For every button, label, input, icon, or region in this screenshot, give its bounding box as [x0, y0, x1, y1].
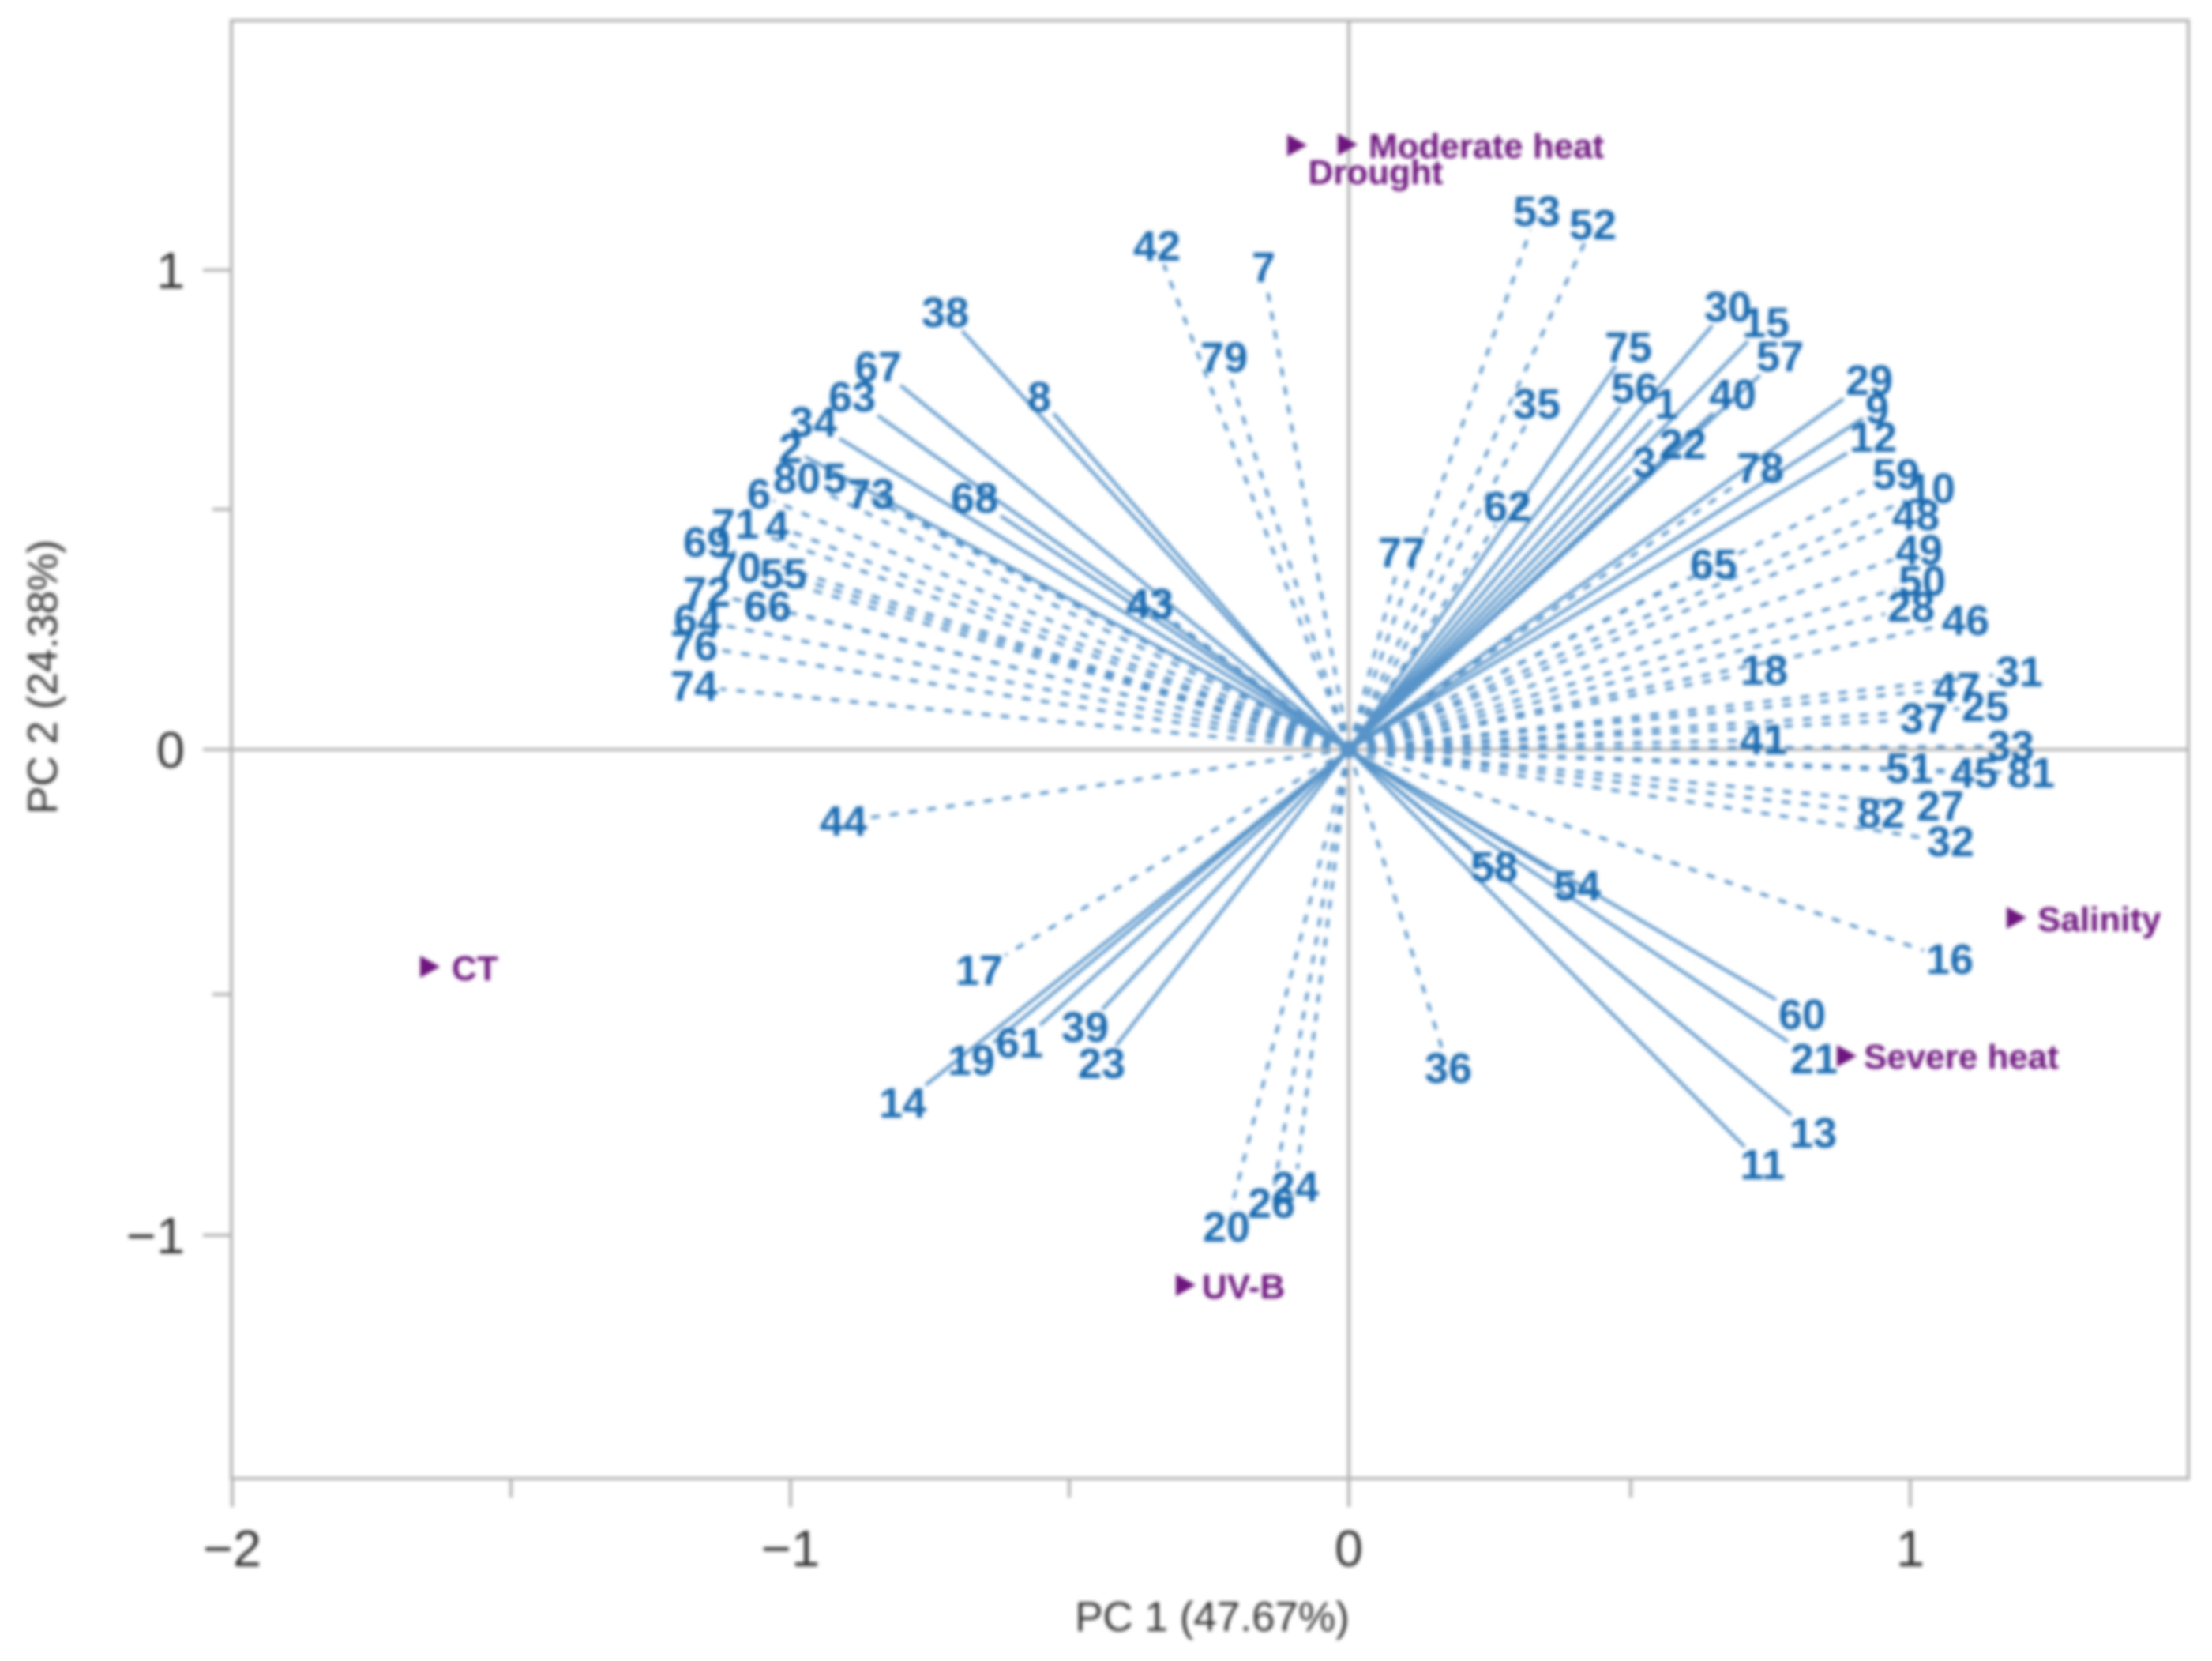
svg-text:69: 69 — [683, 519, 730, 566]
svg-text:27: 27 — [1917, 783, 1964, 830]
svg-text:55: 55 — [760, 551, 807, 598]
svg-text:63: 63 — [828, 374, 876, 421]
svg-text:9: 9 — [1865, 385, 1889, 433]
svg-text:81: 81 — [2007, 750, 2055, 797]
svg-text:82: 82 — [1857, 790, 1905, 837]
svg-text:0: 0 — [1335, 1520, 1363, 1577]
svg-text:22: 22 — [1659, 421, 1707, 468]
svg-text:72: 72 — [683, 569, 730, 616]
svg-text:49: 49 — [1895, 527, 1943, 574]
svg-text:54: 54 — [1553, 862, 1601, 910]
svg-text:UV-B: UV-B — [1202, 1268, 1285, 1306]
svg-text:14: 14 — [879, 1080, 926, 1127]
svg-text:51: 51 — [1886, 745, 1933, 792]
svg-text:5: 5 — [823, 455, 847, 502]
svg-text:39: 39 — [1061, 1004, 1109, 1051]
svg-text:PC 1 (47.67%): PC 1 (47.67%) — [1075, 1594, 1350, 1640]
svg-text:18: 18 — [1741, 647, 1788, 694]
svg-text:1: 1 — [156, 242, 185, 299]
svg-text:38: 38 — [922, 289, 969, 336]
svg-text:78: 78 — [1737, 445, 1784, 492]
svg-text:32: 32 — [1927, 818, 1974, 866]
svg-text:−1: −1 — [126, 1207, 185, 1265]
svg-text:24: 24 — [1271, 1163, 1319, 1211]
svg-text:52: 52 — [1569, 201, 1617, 249]
svg-text:53: 53 — [1513, 188, 1560, 235]
svg-text:58: 58 — [1470, 844, 1518, 891]
svg-text:62: 62 — [1484, 483, 1531, 531]
svg-text:13: 13 — [1790, 1110, 1837, 1157]
svg-text:Salinity: Salinity — [2037, 900, 2161, 939]
svg-text:10: 10 — [1908, 465, 1955, 513]
svg-text:40: 40 — [1709, 371, 1756, 419]
svg-text:80: 80 — [773, 455, 821, 502]
svg-text:48: 48 — [1892, 492, 1940, 539]
svg-text:61: 61 — [996, 1020, 1043, 1067]
svg-text:Drought: Drought — [1308, 153, 1443, 192]
svg-text:30: 30 — [1704, 284, 1752, 331]
svg-text:Severe heat: Severe heat — [1864, 1038, 2059, 1077]
svg-text:4: 4 — [765, 502, 789, 550]
svg-text:35: 35 — [1513, 381, 1560, 428]
svg-text:6: 6 — [747, 471, 771, 518]
svg-text:47: 47 — [1933, 664, 1981, 712]
svg-text:68: 68 — [951, 475, 998, 522]
svg-text:23: 23 — [1078, 1040, 1125, 1088]
svg-text:44: 44 — [820, 798, 867, 845]
svg-text:7: 7 — [1252, 244, 1275, 291]
svg-text:66: 66 — [744, 583, 791, 630]
svg-text:31: 31 — [1996, 648, 2043, 696]
svg-text:17: 17 — [956, 947, 1003, 994]
svg-text:34: 34 — [790, 399, 837, 446]
svg-text:57: 57 — [1756, 333, 1804, 381]
svg-text:28: 28 — [1887, 584, 1935, 631]
svg-text:1: 1 — [1654, 381, 1678, 428]
svg-text:15: 15 — [1742, 299, 1790, 347]
svg-text:65: 65 — [1690, 541, 1737, 588]
svg-text:29: 29 — [1846, 357, 1893, 404]
svg-text:21: 21 — [1790, 1035, 1838, 1083]
svg-text:71: 71 — [712, 501, 759, 548]
svg-text:77: 77 — [1378, 529, 1425, 577]
svg-text:45: 45 — [1951, 750, 1998, 797]
svg-text:0: 0 — [156, 721, 185, 779]
svg-text:PC 2 (24.38%): PC 2 (24.38%) — [20, 539, 66, 814]
svg-text:3: 3 — [1632, 439, 1656, 487]
svg-text:76: 76 — [670, 622, 718, 670]
svg-text:CT: CT — [452, 949, 498, 988]
svg-text:25: 25 — [1962, 683, 2009, 731]
svg-text:60: 60 — [1778, 991, 1826, 1039]
svg-text:26: 26 — [1248, 1180, 1295, 1227]
svg-text:33: 33 — [1987, 723, 2034, 770]
svg-text:41: 41 — [1740, 716, 1787, 764]
svg-text:43: 43 — [1126, 581, 1174, 628]
svg-text:16: 16 — [1926, 936, 1974, 983]
svg-text:75: 75 — [1605, 324, 1652, 371]
svg-text:42: 42 — [1133, 223, 1181, 270]
svg-text:−2: −2 — [203, 1520, 261, 1577]
svg-text:20: 20 — [1203, 1204, 1250, 1251]
svg-text:2: 2 — [779, 425, 802, 472]
svg-text:36: 36 — [1425, 1045, 1472, 1092]
svg-text:46: 46 — [1942, 597, 1989, 644]
svg-text:8: 8 — [1027, 374, 1051, 421]
svg-text:67: 67 — [854, 344, 902, 391]
svg-text:73: 73 — [847, 471, 895, 518]
svg-text:12: 12 — [1850, 414, 1897, 461]
svg-text:19: 19 — [948, 1037, 995, 1084]
svg-text:56: 56 — [1611, 365, 1658, 412]
svg-text:79: 79 — [1200, 334, 1248, 381]
svg-text:Moderate heat: Moderate heat — [1369, 127, 1605, 166]
svg-text:37: 37 — [1900, 695, 1947, 742]
svg-text:64: 64 — [674, 596, 721, 644]
svg-text:50: 50 — [1898, 558, 1946, 605]
svg-text:1: 1 — [1896, 1520, 1925, 1577]
svg-text:−1: −1 — [761, 1520, 820, 1577]
svg-text:11: 11 — [1740, 1141, 1785, 1189]
svg-text:74: 74 — [670, 663, 718, 710]
svg-text:70: 70 — [714, 544, 761, 592]
svg-text:59: 59 — [1872, 451, 1920, 498]
